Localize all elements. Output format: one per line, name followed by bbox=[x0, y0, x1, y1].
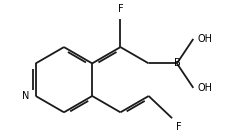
Text: F: F bbox=[176, 122, 182, 132]
Text: OH: OH bbox=[197, 83, 212, 93]
Text: B: B bbox=[174, 58, 180, 68]
Text: OH: OH bbox=[197, 34, 212, 44]
Text: N: N bbox=[22, 91, 30, 101]
Text: F: F bbox=[118, 4, 123, 13]
